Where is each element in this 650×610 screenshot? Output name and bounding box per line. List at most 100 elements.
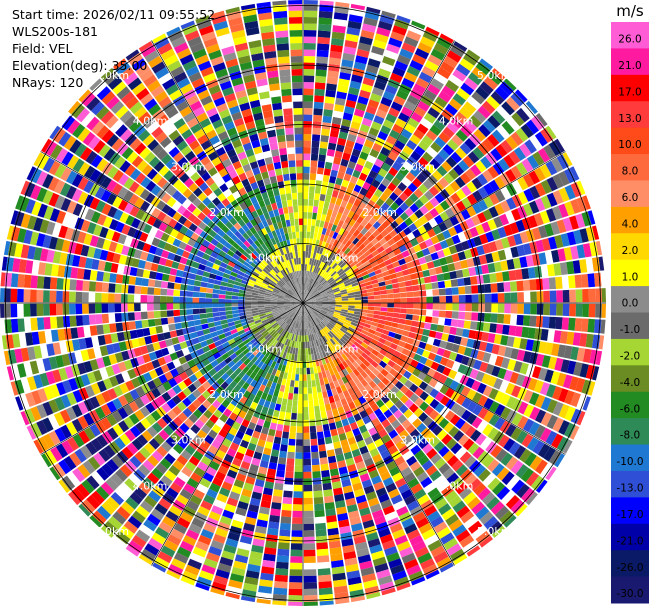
velocity-cell xyxy=(390,101,403,112)
velocity-cell xyxy=(420,36,435,48)
velocity-cell xyxy=(320,187,327,195)
velocity-cell xyxy=(361,145,372,155)
velocity-cell xyxy=(328,63,340,72)
velocity-cell xyxy=(309,271,313,279)
velocity-cell xyxy=(334,150,343,159)
velocity-cell xyxy=(350,121,361,130)
velocity-cell xyxy=(340,200,348,208)
velocity-cell xyxy=(315,219,321,227)
velocity-cell xyxy=(310,225,315,233)
velocity-cell xyxy=(320,234,325,242)
velocity-cell xyxy=(324,102,334,111)
velocity-cell xyxy=(313,259,317,266)
velocity-cell xyxy=(347,20,362,30)
velocity-cell xyxy=(303,69,315,76)
velocity-cell xyxy=(353,61,367,71)
velocity-cell xyxy=(304,264,307,271)
velocity-cell xyxy=(331,38,344,47)
velocity-cell xyxy=(314,245,318,253)
velocity-cell xyxy=(372,39,387,50)
velocity-cell xyxy=(364,160,374,170)
velocity-cell xyxy=(354,108,365,118)
velocity-cell xyxy=(313,199,319,207)
velocity-cell xyxy=(317,30,331,38)
velocity-cell xyxy=(303,88,314,96)
velocity-cell xyxy=(311,245,315,253)
velocity-cell xyxy=(357,42,372,52)
velocity-cell xyxy=(361,117,373,127)
velocity-cell xyxy=(305,290,309,298)
velocity-cell xyxy=(314,193,320,201)
velocity-cell xyxy=(303,0,318,5)
velocity-cell xyxy=(411,20,426,30)
velocity-cell xyxy=(316,246,321,254)
velocity-cell xyxy=(305,244,309,252)
velocity-cell xyxy=(305,257,308,265)
velocity-cell xyxy=(374,80,387,91)
velocity-cell xyxy=(329,175,337,184)
velocity-cell xyxy=(359,151,369,161)
velocity-cell xyxy=(351,74,363,84)
velocity-cell xyxy=(310,160,318,168)
velocity-cell xyxy=(356,178,365,187)
velocity-cell xyxy=(326,236,332,244)
velocity-cell xyxy=(348,87,360,96)
velocity-cell xyxy=(355,102,367,112)
velocity-cell xyxy=(303,218,308,226)
velocity-cell xyxy=(317,260,322,268)
velocity-cell xyxy=(368,127,380,137)
velocity-cell xyxy=(404,71,418,83)
velocity-cell xyxy=(376,74,389,85)
velocity-cell xyxy=(345,139,355,149)
velocity-cell xyxy=(306,238,310,245)
velocity-cell xyxy=(406,30,422,42)
velocity-cell xyxy=(311,279,315,286)
velocity-cell xyxy=(352,169,361,179)
velocity-cell xyxy=(303,153,311,161)
velocity-cell xyxy=(343,146,353,155)
velocity-cell xyxy=(303,30,317,37)
velocity-cell xyxy=(311,258,315,266)
velocity-cell xyxy=(318,154,326,162)
velocity-cell xyxy=(314,252,319,260)
velocity-cell xyxy=(308,277,311,285)
velocity-cell xyxy=(378,103,390,113)
velocity-cell xyxy=(303,212,308,219)
velocity-cell xyxy=(316,213,322,221)
velocity-cell xyxy=(313,101,324,109)
velocity-cell xyxy=(303,257,306,264)
velocity-cell xyxy=(353,184,362,193)
velocity-cell xyxy=(422,30,438,42)
velocity-cell xyxy=(310,153,319,161)
velocity-cell xyxy=(317,160,325,169)
velocity-cell xyxy=(335,212,343,220)
velocity-cell xyxy=(311,279,316,287)
velocity-cell xyxy=(327,70,339,79)
instrument-text: WLS200s-181 xyxy=(12,24,98,39)
velocity-cell xyxy=(303,238,307,245)
velocity-cell xyxy=(342,208,350,216)
velocity-cell xyxy=(313,273,318,280)
velocity-cell xyxy=(388,107,400,118)
velocity-cell xyxy=(319,147,327,156)
velocity-cell xyxy=(326,76,338,85)
velocity-cell xyxy=(318,10,333,19)
velocity-cell xyxy=(311,140,320,148)
velocity-cell xyxy=(355,136,366,145)
velocity-cell xyxy=(308,285,312,292)
velocity-cell xyxy=(303,36,317,44)
velocity-cell xyxy=(319,0,334,6)
velocity-cell xyxy=(303,251,306,258)
velocity-cell xyxy=(362,77,375,87)
velocity-cell xyxy=(304,270,307,278)
velocity-cell xyxy=(303,290,305,297)
velocity-cell xyxy=(303,173,310,180)
velocity-cell xyxy=(339,72,351,81)
velocity-cell xyxy=(305,251,309,258)
velocity-cell xyxy=(307,284,310,291)
velocity-cell xyxy=(347,133,357,143)
velocity-cell xyxy=(308,199,314,206)
velocity-cell xyxy=(318,226,323,234)
velocity-cell xyxy=(306,277,309,284)
velocity-cell xyxy=(380,125,391,135)
